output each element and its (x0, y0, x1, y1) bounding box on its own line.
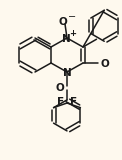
Text: +: + (70, 28, 76, 37)
Text: −: − (68, 12, 76, 22)
Text: O: O (59, 17, 67, 27)
Text: F: F (70, 97, 77, 107)
Text: O: O (101, 59, 109, 69)
Text: N: N (63, 68, 71, 78)
Text: F: F (57, 97, 64, 107)
Text: O: O (56, 83, 64, 93)
Text: N: N (62, 34, 70, 44)
